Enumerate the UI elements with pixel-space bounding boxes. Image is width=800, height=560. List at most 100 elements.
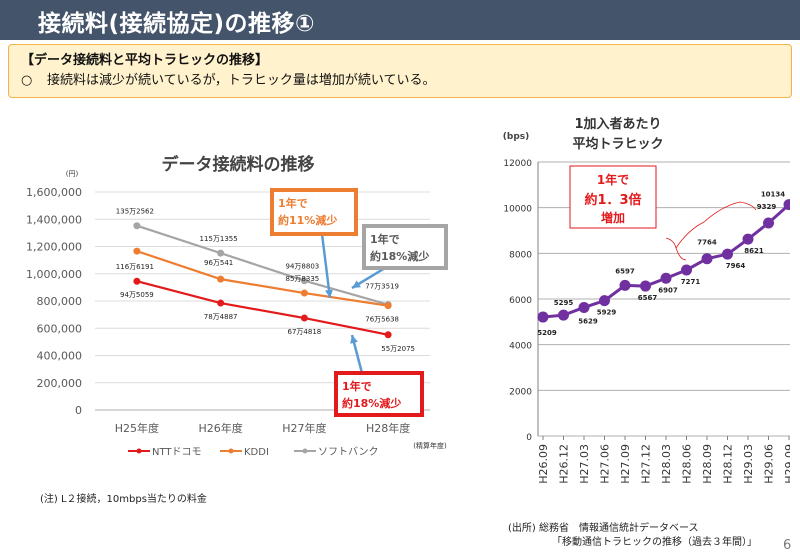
fee-data-label: 67万4818 [288, 328, 322, 336]
fee-data-label: 115万1355 [200, 235, 238, 243]
traffic-data-point [619, 279, 631, 291]
fee-data-label: 96万541 [204, 259, 233, 267]
callout-text-line1: 1年で [370, 232, 400, 246]
fee-data-label: 78万4887 [204, 313, 238, 321]
callout-text-line3: 増加 [601, 210, 625, 225]
fee-data-label: 76万5638 [365, 316, 399, 324]
fee-data-point [300, 314, 308, 322]
fee-y-tick-label: 600,000 [37, 322, 83, 335]
fee-y-tick-label: 1,000,000 [26, 268, 82, 281]
brace-tail-icon [665, 237, 687, 261]
fee-chart: データ接続料の推移 (円) 0 200,000 400,000 600,000 800,… [26, 154, 448, 458]
footnote: (注) L２接続，10mbps当たりの料金 [40, 494, 207, 505]
fee-series-line [136, 250, 389, 307]
traffic-x-tick-label: H27.03 [578, 444, 591, 484]
traffic-data-label: 7271 [681, 278, 701, 286]
fee-data-point [300, 277, 308, 285]
traffic-chart-title-2: 平均トラヒック [572, 136, 663, 152]
fee-data-point [217, 275, 225, 283]
bullet-icon: ○ [21, 73, 33, 88]
slide-header: 接続料(接続協定)の推移① [0, 0, 800, 40]
traffic-y-tick-label: 4000 [509, 342, 532, 352]
slide-title: 接続料(接続協定)の推移① [38, 11, 315, 37]
fee-data-label: 55万2075 [381, 345, 415, 353]
fee-series-line [136, 280, 389, 336]
traffic-data-label: 5295 [554, 299, 574, 307]
callout-text-line1: 1年で [278, 196, 308, 210]
traffic-y-tick-label: 2000 [509, 387, 532, 397]
arrow-head-icon [325, 289, 333, 298]
traffic-data-label: 7964 [726, 262, 746, 270]
summary-heading: 【データ接続料と平均トラヒックの推移】 [21, 53, 269, 68]
legend-label: KDDI [244, 447, 269, 458]
traffic-data-label: 6567 [638, 294, 658, 302]
fee-data-point [217, 299, 225, 307]
traffic-x-tick-label: H27.09 [619, 444, 632, 484]
traffic-x-tick-label: H28.06 [681, 444, 694, 484]
traffic-y-tick-label: 10000 [503, 205, 532, 215]
callout-text-line2: 約18%減少 [342, 396, 401, 410]
fee-x-tick-label: H27年度 [282, 421, 326, 435]
traffic-data-point [742, 233, 754, 245]
traffic-data-point [558, 309, 569, 321]
summary-sentence: 接続料は減少が続いているが，トラヒック量は増加が続いている。 [47, 73, 436, 88]
traffic-data-label: 9329 [757, 203, 777, 211]
fee-data-label: 116万6191 [116, 263, 154, 271]
fee-y-tick-label: 800,000 [37, 295, 83, 308]
traffic-data-label: 5209 [537, 329, 557, 337]
traffic-data-point [537, 311, 549, 323]
traffic-x-tick-label: H26.12 [558, 444, 571, 484]
traffic-data-label: 5629 [578, 317, 598, 325]
fee-data-point [133, 277, 141, 285]
legend-marker [136, 448, 142, 454]
traffic-data-point [681, 264, 692, 276]
traffic-data-label: 10134 [761, 191, 785, 199]
traffic-data-point [701, 253, 713, 265]
traffic-data-point [599, 295, 610, 307]
traffic-x-tick-label: H29.03 [742, 444, 755, 484]
traffic-data-point [578, 301, 590, 313]
traffic-data-point [763, 217, 774, 229]
traffic-data-point [783, 199, 790, 211]
fee-y-tick-label: 200,000 [37, 377, 83, 390]
traffic-x-tick-label: H29.09 [783, 444, 790, 484]
traffic-y-tick-label: 6000 [509, 296, 532, 306]
fee-x-tick-label: H26年度 [198, 421, 242, 435]
brace-curve-icon [675, 201, 757, 249]
traffic-x-tick-label: H29.06 [763, 444, 776, 484]
fee-data-label: 135万2562 [116, 208, 154, 216]
callout-box [334, 371, 424, 417]
fee-y-tick-label: 1,600,000 [26, 186, 82, 199]
traffic-x-tick-label: H28.09 [701, 444, 714, 484]
traffic-x-tick-label: H27.12 [640, 444, 653, 484]
traffic-data-point [640, 280, 651, 292]
fee-y-unit: (円) [66, 170, 79, 178]
source-line-1: (出所) 総務省 情報通信統計データベース [508, 523, 699, 534]
arrow-head-icon [352, 280, 361, 288]
fee-x-tick-label: H28年度 [366, 421, 410, 435]
fee-y-tick-label: 0 [75, 404, 82, 417]
fee-data-point [217, 249, 225, 257]
traffic-y-tick-label: 0 [526, 433, 532, 443]
fee-data-point [133, 247, 141, 255]
source-line-2: 「移動通信トラヒックの推移（過去３年間）」 [552, 537, 757, 548]
fee-y-tick-label: 1,400,000 [26, 213, 82, 226]
fee-data-label: 94万8803 [286, 263, 320, 271]
fee-data-point [133, 222, 141, 230]
callout-arrow-line [320, 233, 332, 299]
callout-box [569, 165, 657, 229]
summary-text: ○ 接続料は減少が続いているが，トラヒック量は増加が続いている。 [21, 69, 435, 88]
legend-marker [228, 448, 234, 454]
summary-box: 【データ接続料と平均トラヒックの推移】 ○ 接続料は減少が続いているが，トラヒック… [8, 44, 792, 98]
fee-chart-title: データ接続料の推移 [162, 154, 315, 175]
fee-y-tick-label: 1,200,000 [26, 241, 82, 254]
traffic-chart-title-1: 1加入者あたり [574, 116, 661, 132]
legend-label: NTTドコモ [152, 447, 202, 458]
traffic-y-tick-label: 8000 [509, 250, 532, 260]
fee-series-line [136, 224, 389, 306]
callout-text-line2: 約1．3倍 [584, 192, 641, 208]
callout-text-line1: 1年で [342, 379, 372, 393]
